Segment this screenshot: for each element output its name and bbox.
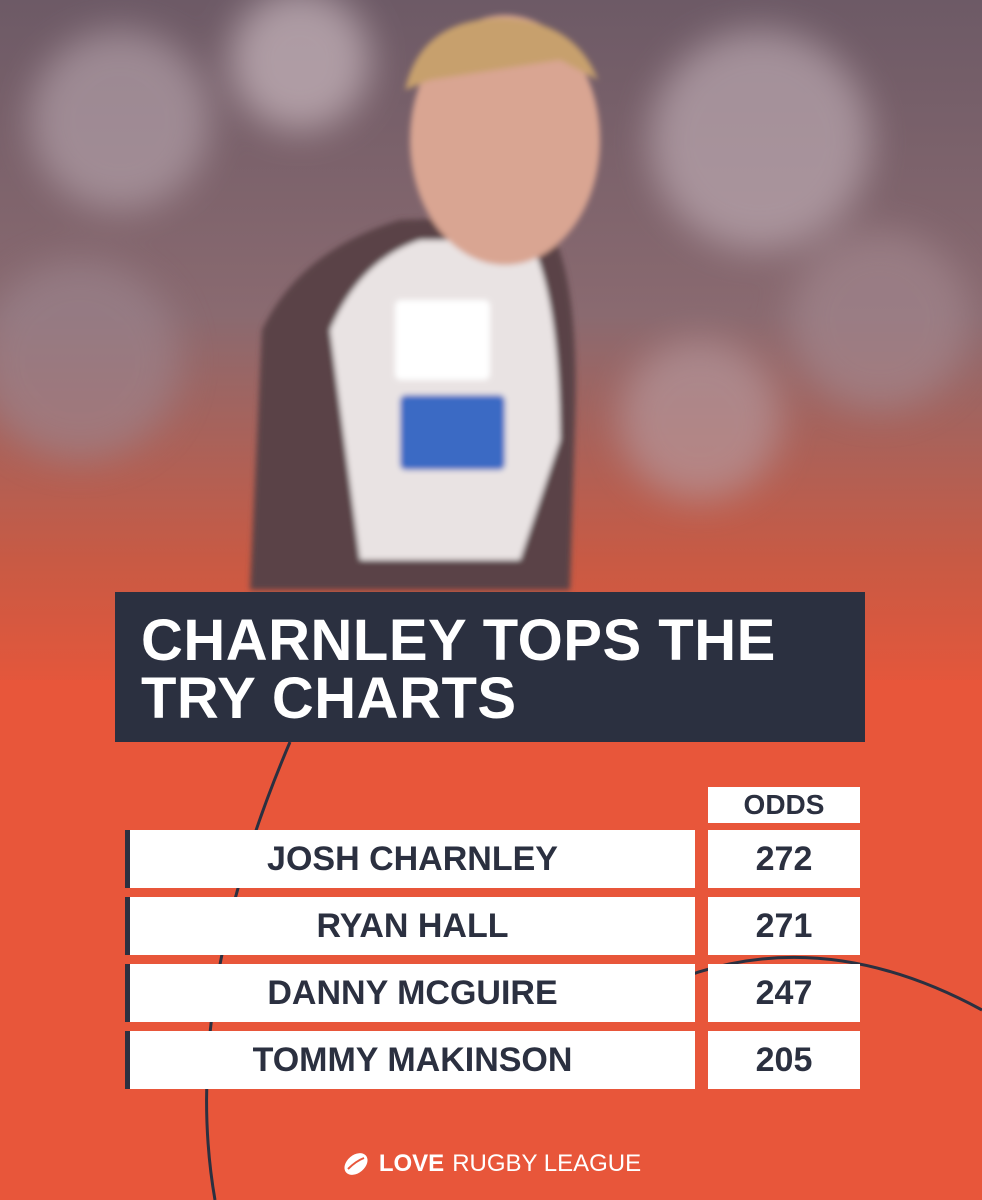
logo-icon [344, 1153, 368, 1175]
title-line: CHARNLEY TOPS THE [141, 608, 776, 673]
player [250, 15, 600, 590]
row-odds: 247 [708, 964, 860, 1022]
footer: LOVE RUGBY LEAGUE [0, 1144, 982, 1184]
crowd-blur [0, 0, 970, 500]
title-line: TRY CHARTS [141, 666, 517, 731]
row-odds: 272 [708, 830, 860, 888]
row-odds: 271 [708, 897, 860, 955]
row-name: RYAN HALL [125, 897, 695, 955]
brand-rest: RUGBY LEAGUE [452, 1150, 642, 1177]
row-name: DANNY MCGUIRE [125, 964, 695, 1022]
brand-bold: LOVE [378, 1150, 445, 1177]
row-name: JOSH CHARNLEY [125, 830, 695, 888]
row-name: TOMMY MAKINSON [125, 1031, 695, 1089]
title-box: CHARNLEY TOPS THE TRY CHARTS [115, 592, 865, 742]
column-header: ODDS [708, 787, 860, 823]
row-odds: 205 [708, 1031, 860, 1089]
